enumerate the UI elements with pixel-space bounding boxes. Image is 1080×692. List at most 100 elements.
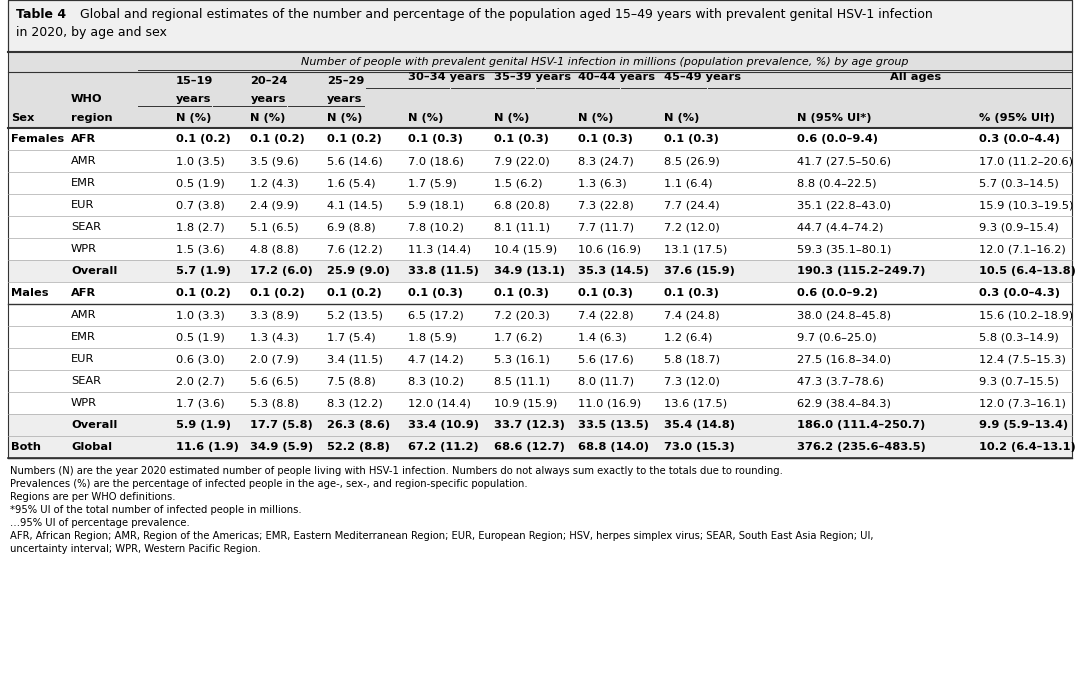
Text: 7.9 (22.0): 7.9 (22.0) xyxy=(494,156,550,166)
Text: Table 4: Table 4 xyxy=(16,8,66,21)
Text: 11.0 (16.9): 11.0 (16.9) xyxy=(579,398,642,408)
Bar xyxy=(8,304,1072,326)
Text: 7.0 (18.6): 7.0 (18.6) xyxy=(408,156,464,166)
Bar xyxy=(8,150,1072,172)
Text: 9.3 (0.9–15.4): 9.3 (0.9–15.4) xyxy=(978,222,1058,232)
Text: 11.3 (14.4): 11.3 (14.4) xyxy=(408,244,472,254)
Text: 20–24: 20–24 xyxy=(251,76,288,86)
Text: N (%): N (%) xyxy=(327,113,363,123)
Text: 9.9 (5.9–13.4): 9.9 (5.9–13.4) xyxy=(978,420,1068,430)
Text: 1.0 (3.5): 1.0 (3.5) xyxy=(175,156,225,166)
Text: 0.7 (3.8): 0.7 (3.8) xyxy=(175,200,225,210)
Text: 1.2 (4.3): 1.2 (4.3) xyxy=(251,178,299,188)
Text: EUR: EUR xyxy=(71,354,94,364)
Text: WPR: WPR xyxy=(71,398,97,408)
Text: EUR: EUR xyxy=(71,200,94,210)
Text: 0.1 (0.2): 0.1 (0.2) xyxy=(327,288,381,298)
Text: Females: Females xyxy=(11,134,64,144)
Text: 0.1 (0.3): 0.1 (0.3) xyxy=(494,288,549,298)
Bar xyxy=(8,72,1072,128)
Text: 10.6 (16.9): 10.6 (16.9) xyxy=(579,244,642,254)
Text: …95% UI of percentage prevalence.: …95% UI of percentage prevalence. xyxy=(10,518,190,528)
Text: 7.2 (20.3): 7.2 (20.3) xyxy=(494,310,550,320)
Text: 1.7 (5.9): 1.7 (5.9) xyxy=(408,178,457,188)
Text: 4.8 (8.8): 4.8 (8.8) xyxy=(251,244,299,254)
Bar xyxy=(8,194,1072,216)
Text: 6.8 (20.8): 6.8 (20.8) xyxy=(494,200,550,210)
Text: 5.1 (6.5): 5.1 (6.5) xyxy=(251,222,299,232)
Text: 3.5 (9.6): 3.5 (9.6) xyxy=(251,156,299,166)
Text: 8.5 (26.9): 8.5 (26.9) xyxy=(664,156,720,166)
Text: 7.7 (11.7): 7.7 (11.7) xyxy=(579,222,635,232)
Text: 8.1 (11.1): 8.1 (11.1) xyxy=(494,222,550,232)
Text: 33.7 (12.3): 33.7 (12.3) xyxy=(494,420,565,430)
Text: 35.1 (22.8–43.0): 35.1 (22.8–43.0) xyxy=(797,200,891,210)
Text: AFR: AFR xyxy=(71,288,96,298)
Text: 5.6 (6.5): 5.6 (6.5) xyxy=(251,376,299,386)
Bar xyxy=(8,436,1072,458)
Text: WPR: WPR xyxy=(71,244,97,254)
Text: 8.8 (0.4–22.5): 8.8 (0.4–22.5) xyxy=(797,178,877,188)
Text: 4.1 (14.5): 4.1 (14.5) xyxy=(327,200,382,210)
Text: 5.3 (16.1): 5.3 (16.1) xyxy=(494,354,550,364)
Text: 15.9 (10.3–19.5): 15.9 (10.3–19.5) xyxy=(978,200,1074,210)
Text: 68.6 (12.7): 68.6 (12.7) xyxy=(494,442,565,452)
Text: Both: Both xyxy=(11,442,41,452)
Text: 9.7 (0.6–25.0): 9.7 (0.6–25.0) xyxy=(797,332,877,342)
Text: 44.7 (4.4–74.2): 44.7 (4.4–74.2) xyxy=(797,222,883,232)
Text: 33.4 (10.9): 33.4 (10.9) xyxy=(408,420,480,430)
Text: N (%): N (%) xyxy=(494,113,529,123)
Text: 52.2 (8.8): 52.2 (8.8) xyxy=(327,442,390,452)
Text: 5.2 (13.5): 5.2 (13.5) xyxy=(327,310,383,320)
Text: 0.1 (0.3): 0.1 (0.3) xyxy=(664,288,719,298)
Text: 5.6 (14.6): 5.6 (14.6) xyxy=(327,156,382,166)
Text: 0.6 (0.0–9.2): 0.6 (0.0–9.2) xyxy=(797,288,878,298)
Bar xyxy=(8,128,1072,150)
Text: SEAR: SEAR xyxy=(71,376,102,386)
Text: 190.3 (115.2–249.7): 190.3 (115.2–249.7) xyxy=(797,266,926,276)
Text: AMR: AMR xyxy=(71,310,96,320)
Text: 1.3 (4.3): 1.3 (4.3) xyxy=(251,332,299,342)
Bar xyxy=(8,348,1072,370)
Text: N (95% UI*): N (95% UI*) xyxy=(797,113,872,123)
Text: 1.7 (6.2): 1.7 (6.2) xyxy=(494,332,542,342)
Text: Prevalences (%) are the percentage of infected people in the age-, sex-, and reg: Prevalences (%) are the percentage of in… xyxy=(10,479,528,489)
Text: 3.4 (11.5): 3.4 (11.5) xyxy=(327,354,383,364)
Text: 17.2 (6.0): 17.2 (6.0) xyxy=(251,266,313,276)
Bar xyxy=(8,392,1072,414)
Text: 17.7 (5.8): 17.7 (5.8) xyxy=(251,420,313,430)
Text: 25.9 (9.0): 25.9 (9.0) xyxy=(327,266,390,276)
Text: 186.0 (111.4–250.7): 186.0 (111.4–250.7) xyxy=(797,420,926,430)
Text: 34.9 (5.9): 34.9 (5.9) xyxy=(251,442,313,452)
Text: 41.7 (27.5–50.6): 41.7 (27.5–50.6) xyxy=(797,156,891,166)
Text: 1.0 (3.3): 1.0 (3.3) xyxy=(175,310,225,320)
Text: 68.8 (14.0): 68.8 (14.0) xyxy=(579,442,649,452)
Text: 0.1 (0.2): 0.1 (0.2) xyxy=(251,288,306,298)
Text: 1.4 (6.3): 1.4 (6.3) xyxy=(579,332,627,342)
Text: 45–49 years: 45–49 years xyxy=(664,72,742,82)
Text: 2.0 (2.7): 2.0 (2.7) xyxy=(175,376,224,386)
Text: 33.8 (11.5): 33.8 (11.5) xyxy=(408,266,480,276)
Text: 33.5 (13.5): 33.5 (13.5) xyxy=(579,420,649,430)
Text: 1.6 (5.4): 1.6 (5.4) xyxy=(327,178,376,188)
Text: 1.2 (6.4): 1.2 (6.4) xyxy=(664,332,713,342)
Text: 26.3 (8.6): 26.3 (8.6) xyxy=(327,420,390,430)
Text: 7.6 (12.2): 7.6 (12.2) xyxy=(327,244,382,254)
Text: 0.5 (1.9): 0.5 (1.9) xyxy=(175,332,225,342)
Text: 5.7 (0.3–14.5): 5.7 (0.3–14.5) xyxy=(978,178,1058,188)
Bar xyxy=(8,326,1072,348)
Text: Regions are per WHO definitions.: Regions are per WHO definitions. xyxy=(10,492,175,502)
Text: 8.3 (12.2): 8.3 (12.2) xyxy=(327,398,382,408)
Text: 5.8 (18.7): 5.8 (18.7) xyxy=(664,354,720,364)
Text: 17.0 (11.2–20.6): 17.0 (11.2–20.6) xyxy=(978,156,1074,166)
Text: years: years xyxy=(251,94,286,104)
Text: 0.1 (0.3): 0.1 (0.3) xyxy=(664,134,719,144)
Bar xyxy=(8,0,1072,52)
Text: in 2020, by age and sex: in 2020, by age and sex xyxy=(16,26,167,39)
Text: 7.5 (8.8): 7.5 (8.8) xyxy=(327,376,376,386)
Text: % (95% UI†): % (95% UI†) xyxy=(978,113,1055,123)
Text: 38.0 (24.8–45.8): 38.0 (24.8–45.8) xyxy=(797,310,891,320)
Text: 1.5 (6.2): 1.5 (6.2) xyxy=(494,178,542,188)
Text: 1.7 (5.4): 1.7 (5.4) xyxy=(327,332,376,342)
Text: 27.5 (16.8–34.0): 27.5 (16.8–34.0) xyxy=(797,354,891,364)
